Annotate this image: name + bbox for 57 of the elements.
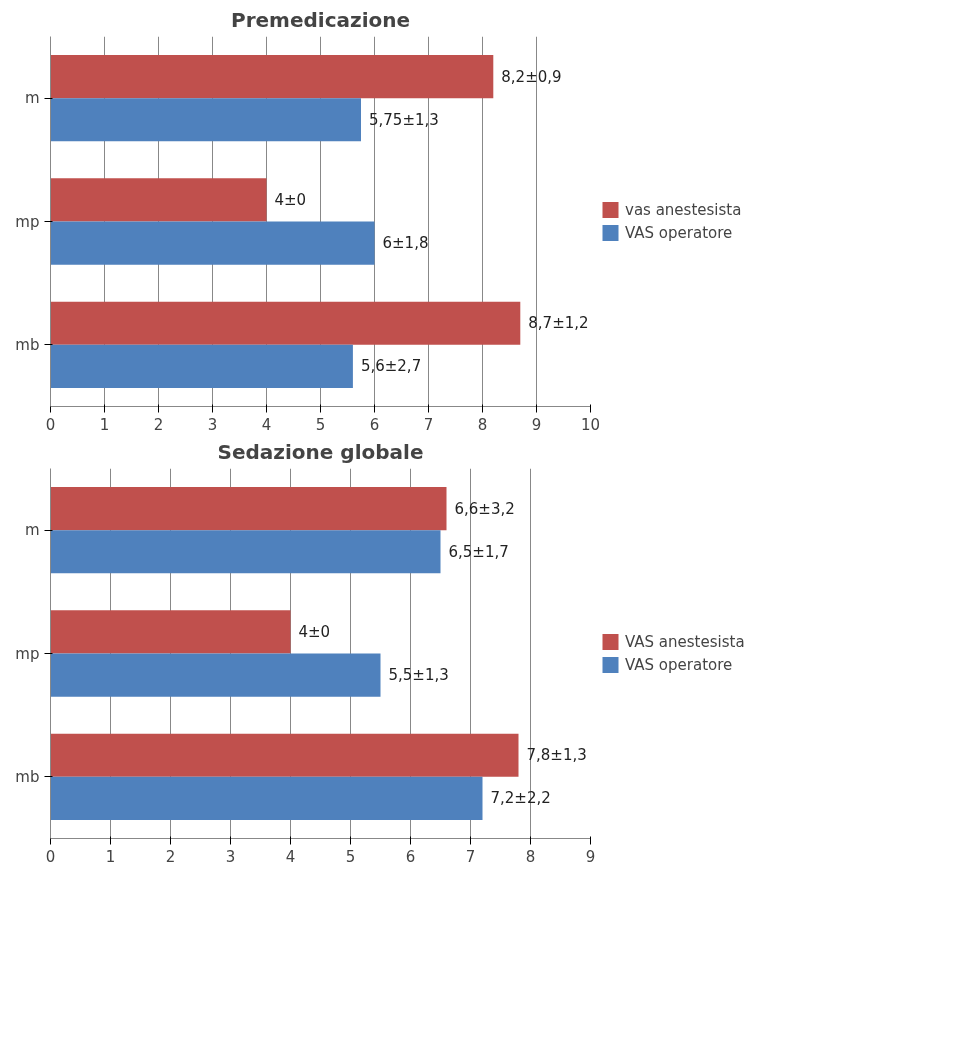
legend-label: VAS operatore <box>625 655 733 674</box>
bar <box>50 487 447 531</box>
x-tick-label: 9 <box>531 415 542 434</box>
y-tick-label: mb <box>15 767 40 786</box>
legend-label: VAS operatore <box>625 223 733 242</box>
legend-label: VAS anestesista <box>625 632 745 651</box>
x-tick-label: 8 <box>477 415 488 434</box>
legend-label: vas anestesista <box>625 200 742 219</box>
x-tick-label: 0 <box>45 415 56 434</box>
x-tick-label: 0 <box>45 847 56 866</box>
bar <box>50 733 519 777</box>
data-label: 8,2±0,9 <box>501 67 562 86</box>
y-tick-label: mb <box>15 335 40 354</box>
data-label: 6,6±3,2 <box>454 499 515 518</box>
x-tick-label: 4 <box>261 415 272 434</box>
x-tick-label: 7 <box>465 847 476 866</box>
x-tick-label: 1 <box>105 847 116 866</box>
data-label: 4±0 <box>274 190 307 209</box>
y-tick-label: mp <box>15 644 40 663</box>
chart-title: Sedazione globale <box>217 439 424 464</box>
bar <box>50 344 353 388</box>
x-tick-label: 3 <box>207 415 218 434</box>
data-label: 7,8±1,3 <box>526 746 587 765</box>
x-tick-label: 3 <box>225 847 236 866</box>
bar <box>50 221 375 265</box>
y-tick-label: m <box>24 89 40 108</box>
chart-title: Premedicazione <box>230 7 411 32</box>
data-label: 4±0 <box>298 622 331 641</box>
bar <box>50 178 267 222</box>
bar <box>50 301 521 345</box>
y-tick-label: mp <box>15 212 40 231</box>
bar <box>50 98 361 142</box>
data-label: 5,6±2,7 <box>360 357 422 376</box>
x-tick-label: 5 <box>315 415 326 434</box>
bar <box>50 55 494 99</box>
x-tick-label: 5 <box>345 847 356 866</box>
y-tick-label: m <box>24 521 40 540</box>
data-label: 5,5±1,3 <box>388 666 449 685</box>
x-tick-label: 6 <box>405 847 416 866</box>
x-tick-label: 1 <box>99 415 110 434</box>
data-label: 6±1,8 <box>382 234 429 253</box>
bar <box>50 530 441 574</box>
x-tick-label: 9 <box>585 847 596 866</box>
x-tick-label: 10 <box>580 415 601 434</box>
x-tick-label: 2 <box>153 415 164 434</box>
data-label: 7,2±2,2 <box>490 789 551 808</box>
data-label: 8,7±1,2 <box>528 314 589 333</box>
bar <box>50 653 381 697</box>
bar <box>50 776 483 820</box>
data-label: 6,5±1,7 <box>448 542 509 561</box>
data-label: 5,75±1,3 <box>369 110 439 129</box>
x-tick-label: 8 <box>525 847 536 866</box>
x-tick-label: 6 <box>369 415 380 434</box>
x-tick-label: 4 <box>285 847 296 866</box>
bar <box>50 610 291 654</box>
x-tick-label: 2 <box>165 847 176 866</box>
x-tick-label: 7 <box>423 415 434 434</box>
